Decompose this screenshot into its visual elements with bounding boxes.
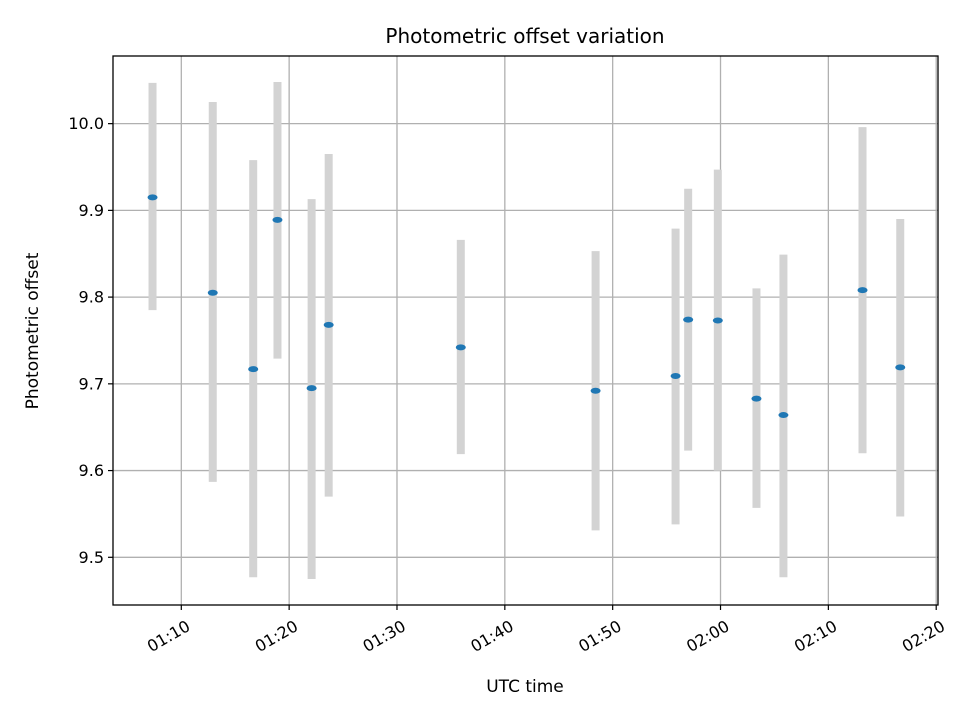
y-tick-label: 10.0 — [68, 114, 104, 133]
y-tick-label: 9.6 — [79, 461, 104, 480]
data-point — [895, 364, 906, 371]
y-tick-label: 9.8 — [79, 288, 104, 307]
data-point — [323, 321, 334, 328]
data-point — [670, 373, 681, 380]
data-point — [712, 317, 723, 324]
chart-title: Photometric offset variation — [385, 24, 664, 48]
y-tick-label: 9.9 — [79, 201, 104, 220]
x-tick-label: 01:10 — [144, 616, 193, 656]
x-tick-label: 01:30 — [360, 616, 409, 656]
grid-lines — [113, 56, 938, 605]
x-tick-label: 01:50 — [575, 616, 624, 656]
data-point — [306, 385, 317, 392]
y-tick-label: 9.7 — [79, 374, 104, 393]
x-tick-label: 02:10 — [791, 616, 840, 656]
error-bars — [148, 82, 905, 579]
x-axis-ticks: 01:10 01:20 01:30 01:40 01:50 02:00 02:10 02:20 — [144, 605, 948, 656]
data-point — [857, 287, 868, 294]
x-tick-label: 02:00 — [683, 616, 732, 656]
plot-frame — [112, 55, 939, 606]
x-tick-label: 01:20 — [252, 616, 301, 656]
data-point — [778, 412, 789, 419]
y-axis-label: Photometric offset — [23, 252, 43, 409]
x-tick-label: 02:20 — [899, 616, 948, 656]
data-point — [248, 366, 259, 373]
data-point — [590, 387, 601, 394]
data-points — [147, 194, 906, 419]
data-point — [683, 316, 694, 323]
data-point — [207, 289, 218, 296]
data-point — [455, 344, 466, 351]
y-axis-ticks: 9.5 9.6 9.7 9.8 9.9 10.0 — [68, 114, 113, 567]
data-point — [272, 216, 283, 223]
x-axis-label: UTC time — [486, 677, 564, 697]
data-point — [147, 194, 158, 201]
data-point — [751, 395, 762, 402]
y-tick-label: 9.5 — [79, 548, 104, 567]
x-tick-label: 01:40 — [467, 616, 516, 656]
